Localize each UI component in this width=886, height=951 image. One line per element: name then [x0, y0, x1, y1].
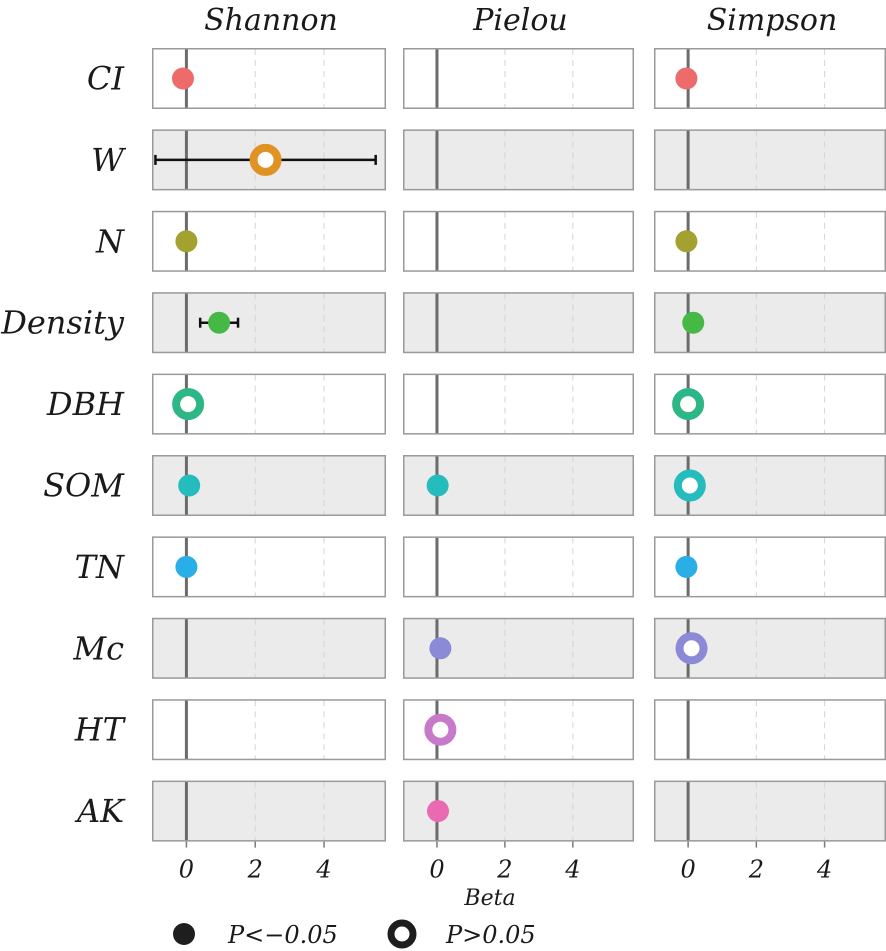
panel-borders — [152, 48, 886, 842]
point-simpson-density — [682, 311, 705, 334]
point-simpson-som — [673, 469, 706, 502]
panel-border — [152, 210, 386, 272]
panel-border — [654, 536, 886, 598]
panel-background — [152, 292, 386, 354]
panel-border — [152, 536, 386, 598]
panel-background — [403, 210, 634, 272]
legend-key-filled — [173, 923, 195, 945]
legend: P<−0.05 P>0.05 — [173, 919, 536, 949]
point-simpson-n — [675, 230, 698, 253]
row-label-ht: HT — [74, 711, 127, 749]
row-label-ak: AK — [74, 792, 126, 830]
x-tick-label: 0 — [179, 856, 194, 884]
panel-titles: Shannon Pielou Simpson — [204, 3, 837, 38]
panel-border — [152, 292, 386, 354]
panel-border — [403, 699, 634, 761]
panel-border — [654, 617, 886, 679]
panel-background — [152, 699, 386, 761]
x-tick-label: 4 — [816, 856, 832, 884]
panel-border — [403, 129, 634, 191]
panel-border — [403, 210, 634, 272]
row-labels: CI W N Density DBH SOM TN Mc HT AK — [0, 60, 127, 831]
panel-border — [403, 617, 634, 679]
row-label-dbh: DBH — [46, 385, 125, 423]
panel-border — [403, 455, 634, 516]
panel-border — [403, 780, 634, 842]
panel-border — [152, 48, 386, 109]
legend-label: P<−0.05 — [227, 921, 338, 949]
panel-border — [654, 48, 886, 109]
row-label-density: Density — [0, 304, 125, 342]
point-pielou-mc — [429, 637, 452, 660]
panel-background — [403, 129, 634, 191]
point-pielou-ak — [426, 800, 449, 823]
panel-border — [152, 373, 386, 435]
panel-border — [152, 780, 386, 842]
point-shannon-n — [175, 230, 198, 253]
row-label-tn: TN — [75, 548, 125, 586]
panel-title-simpson: Simpson — [707, 3, 838, 38]
panel-border — [403, 292, 634, 354]
panel-background — [152, 780, 386, 842]
panel-border — [654, 780, 886, 842]
point-shannon-w — [249, 143, 282, 176]
panel-border — [403, 536, 634, 598]
legend-label: P>0.05 — [445, 921, 536, 949]
x-tick-label: 0 — [429, 856, 444, 884]
x-tick-label: 2 — [748, 856, 764, 884]
panel-background — [654, 780, 886, 842]
panel-background — [403, 292, 634, 354]
panel-border — [152, 129, 386, 191]
legend-key-open — [387, 919, 417, 949]
point-simpson-mc — [675, 632, 708, 665]
point-shannon-ci — [171, 67, 194, 90]
gridlines — [254, 49, 826, 841]
panel-title-pielou: Pielou — [472, 3, 568, 38]
x-tick-label: 4 — [315, 856, 331, 884]
point-shannon-density — [208, 311, 231, 334]
x-tick-label: 2 — [247, 856, 263, 884]
panel-background — [152, 617, 386, 679]
row-label-n: N — [95, 222, 125, 260]
panel-border — [654, 455, 886, 516]
point-simpson-dbh — [672, 388, 705, 421]
point-shannon-tn — [175, 555, 198, 578]
panel-border — [152, 699, 386, 761]
x-tick-label: 4 — [564, 856, 580, 884]
panel-border — [403, 48, 634, 109]
point-simpson-ci — [675, 67, 698, 90]
panel-background — [654, 129, 886, 191]
panel-border — [654, 373, 886, 435]
row-label-ci: CI — [87, 60, 125, 98]
point-shannon-dbh — [172, 388, 205, 421]
point-shannon-som — [178, 474, 201, 497]
panel-background — [403, 48, 634, 109]
x-axis-ticks: 0 2 4 0 2 4 0 2 4 — [179, 841, 832, 884]
panel-background — [403, 373, 634, 435]
row-label-som: SOM — [43, 467, 125, 505]
panel-title-shannon: Shannon — [204, 3, 338, 38]
panel-border — [654, 210, 886, 272]
row-label-mc: Mc — [72, 629, 124, 667]
panel-border — [152, 617, 386, 679]
panel-border — [654, 129, 886, 191]
x-tick-label: 2 — [496, 856, 512, 884]
point-pielou-som — [426, 474, 449, 497]
x-axis-title: Beta — [463, 886, 515, 911]
panel-background — [403, 536, 634, 598]
row-label-w: W — [91, 141, 127, 179]
panel-background — [654, 699, 886, 761]
panel-border — [152, 455, 386, 516]
panel-border — [403, 373, 634, 435]
panel-border — [654, 699, 886, 761]
point-pielou-ht — [424, 713, 457, 746]
panel-border — [654, 292, 886, 354]
x-tick-label: 0 — [680, 856, 695, 884]
point-simpson-tn — [675, 555, 698, 578]
data-points — [171, 67, 708, 823]
